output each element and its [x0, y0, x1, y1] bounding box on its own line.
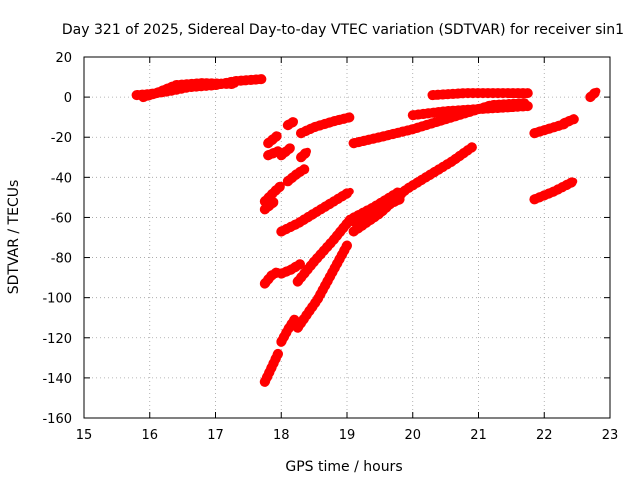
- series-arc-7-marks: [296, 146, 313, 163]
- y-tick-label: 0: [64, 91, 72, 106]
- y-tick-label: -100: [42, 292, 72, 307]
- series-arc-24-marks: [348, 194, 405, 227]
- series-arc-17-marks: [259, 180, 287, 207]
- series-arc-2-marks: [138, 78, 241, 103]
- series-arc-8-marks: [296, 112, 356, 139]
- series-arc-26-marks: [276, 314, 300, 347]
- series-arc-4-marks: [282, 116, 300, 131]
- y-tick-label: -40: [51, 171, 72, 186]
- y-tick-label: -20: [51, 131, 72, 146]
- x-tick-label: 21: [470, 428, 487, 443]
- series-arc-6-marks: [276, 142, 297, 161]
- y-tick-label: -160: [42, 412, 72, 427]
- x-tick-label: 22: [536, 428, 553, 443]
- series-arc-18-marks: [282, 164, 310, 187]
- y-tick-label: -60: [51, 211, 72, 226]
- axis-ticks: 15 16 17 18 19 20 21 22 23 -160 -140 -120 -100 -80 -60…: [42, 51, 618, 443]
- x-axis-label: GPS time / hours: [285, 459, 402, 475]
- series-arc-21-marks: [276, 258, 306, 279]
- data-series-layer: [131, 74, 602, 387]
- y-tick-label: -140: [42, 372, 72, 387]
- x-tick-label: 18: [273, 428, 290, 443]
- series-arc-15-marks: [529, 176, 579, 205]
- series-arc-5-marks: [263, 146, 283, 161]
- x-tick-label: 17: [207, 428, 224, 443]
- series-arc-27-marks: [292, 240, 352, 333]
- series-arc-20-marks: [259, 266, 283, 289]
- y-tick-label: 20: [55, 51, 72, 66]
- series-arc-14-marks: [559, 114, 579, 129]
- series-arc-19-marks: [276, 186, 356, 237]
- series-arc-12-marks: [585, 86, 602, 103]
- x-tick-label: 16: [141, 428, 158, 443]
- series-arc-3-marks: [263, 130, 283, 149]
- series-arc-23-marks: [348, 142, 477, 237]
- y-axis-label: SDTVAR / TECUs: [6, 180, 22, 295]
- series-arc-10-marks: [407, 101, 533, 121]
- y-tick-label: -120: [42, 332, 72, 347]
- x-tick-label: 15: [76, 428, 93, 443]
- series-arc-11-marks: [427, 88, 533, 101]
- series-arc-16-marks: [259, 196, 280, 215]
- chart-title: Day 321 of 2025, Sidereal Day-to-day VTE…: [62, 22, 624, 38]
- series-arc-25-marks: [259, 348, 283, 387]
- y-tick-label: -80: [51, 252, 72, 267]
- x-tick-label: 19: [339, 428, 356, 443]
- x-tick-label: 23: [602, 428, 619, 443]
- x-tick-label: 20: [404, 428, 421, 443]
